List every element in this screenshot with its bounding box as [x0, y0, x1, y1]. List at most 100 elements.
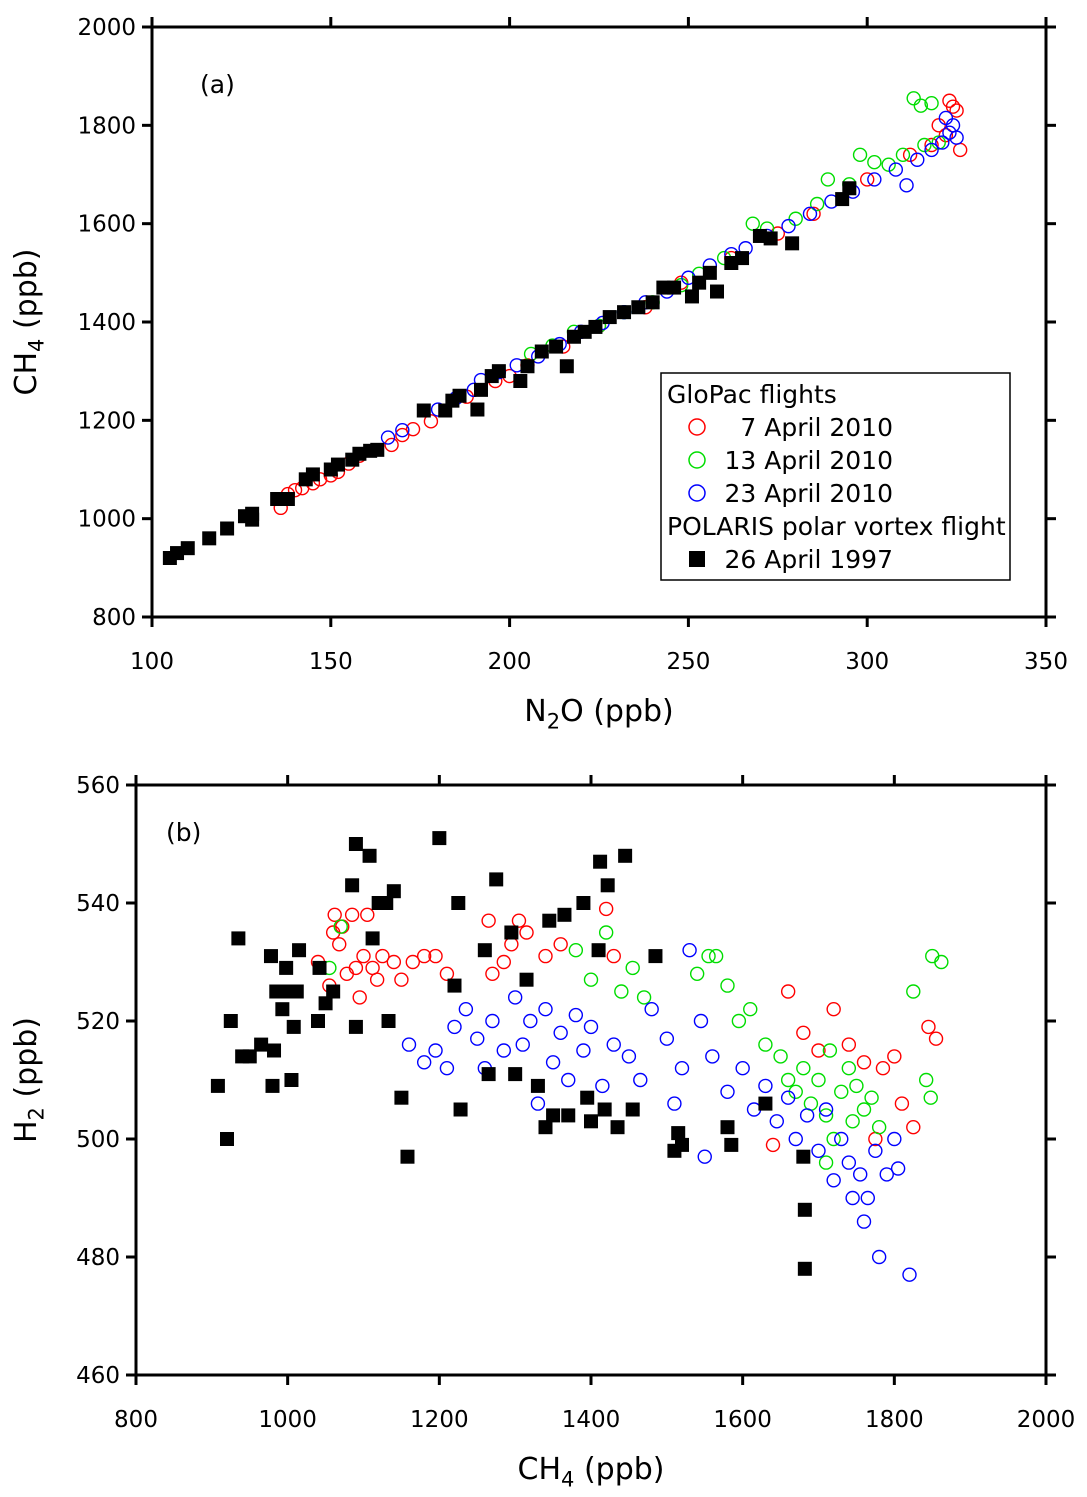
- data-point-circle: [327, 907, 342, 922]
- data-point-square: [348, 837, 363, 851]
- data-point-square: [508, 1067, 523, 1082]
- series-23-april-2010: [401, 943, 917, 1282]
- data-point-circle: [822, 1043, 838, 1058]
- data-point-circle: [938, 127, 954, 143]
- data-point-square: [667, 280, 682, 295]
- data-point-square: [561, 1108, 576, 1123]
- data-point-circle: [333, 919, 348, 934]
- data-point-circle: [496, 954, 511, 970]
- panel-label: (b): [166, 818, 201, 847]
- data-point-square: [220, 1132, 234, 1146]
- data-point-square: [671, 1126, 686, 1141]
- data-point-circle: [841, 1037, 857, 1052]
- x-tick-label: 800: [114, 1407, 158, 1433]
- legend: GloPac flights 7 April 2010 13 April 2010 2…: [660, 372, 1011, 581]
- data-point-circle: [924, 137, 939, 153]
- series-13-april-2010: [322, 919, 949, 1170]
- data-point-square: [292, 943, 307, 958]
- data-point-circle: [871, 1119, 887, 1135]
- data-point-square: [702, 265, 717, 280]
- data-point-square: [520, 359, 535, 374]
- data-point-circle: [945, 118, 961, 133]
- data-point-circle: [416, 1055, 432, 1070]
- data-point-circle: [894, 1096, 910, 1111]
- data-point-square: [289, 984, 304, 999]
- y-axis-label-main: H: [9, 1120, 44, 1143]
- y-axis-label: H2 (ppb): [9, 1017, 49, 1143]
- x-tick-label: 1800: [865, 1407, 924, 1433]
- data-point-square: [451, 896, 466, 910]
- data-point-square: [245, 506, 260, 521]
- data-point-circle: [906, 91, 921, 106]
- data-point-square: [318, 996, 333, 1011]
- data-point-square: [481, 1067, 496, 1082]
- data-point-circle: [458, 1002, 474, 1017]
- data-point-circle: [519, 925, 534, 940]
- y-axis-label-rest: (ppb): [9, 249, 44, 339]
- data-point-square: [797, 1261, 812, 1276]
- data-point-circle: [428, 1043, 443, 1058]
- data-point-square: [452, 388, 467, 403]
- data-point-circle: [545, 1055, 561, 1070]
- data-point-square: [447, 978, 462, 993]
- data-point-circle: [682, 943, 697, 958]
- data-point-circle: [921, 1019, 936, 1035]
- data-point-circle: [860, 172, 875, 187]
- data-point-square: [352, 446, 367, 461]
- y-axis-label-rest: (ppb): [9, 1017, 44, 1107]
- data-point-circle: [938, 110, 954, 126]
- data-point-square: [542, 913, 557, 928]
- data-point-circle: [820, 172, 836, 187]
- data-point-circle: [633, 1072, 648, 1088]
- data-point-square: [381, 1014, 396, 1028]
- data-point-circle: [720, 978, 735, 993]
- data-point-circle: [720, 1084, 735, 1100]
- data-point-circle: [928, 1031, 944, 1046]
- data-point-circle: [796, 1025, 811, 1041]
- data-point-square: [400, 1149, 415, 1164]
- data-point-circle: [405, 954, 420, 970]
- x-axis-label: N2O (ppb): [524, 694, 674, 734]
- data-point-circle: [879, 1167, 894, 1182]
- legend-marker-square: [689, 551, 705, 567]
- data-point-circle: [348, 960, 364, 976]
- data-point-circle: [481, 913, 496, 928]
- x-tick-label: 150: [309, 649, 353, 675]
- data-point-circle: [902, 1267, 917, 1282]
- data-point-square: [365, 931, 380, 946]
- data-point-circle: [917, 137, 932, 153]
- data-point-square: [254, 1037, 269, 1052]
- data-point-circle: [788, 1131, 803, 1147]
- data-point-circle: [745, 216, 760, 231]
- data-point-circle: [344, 907, 360, 922]
- data-point-square: [470, 402, 485, 417]
- y-tick-label: 460: [76, 1363, 120, 1389]
- data-point-circle: [923, 1090, 938, 1105]
- data-point-circle: [507, 990, 523, 1005]
- data-point-square: [557, 907, 572, 922]
- data-point-circle: [925, 948, 940, 964]
- data-point-circle: [806, 206, 821, 222]
- y-tick-label: 520: [76, 1009, 120, 1035]
- data-point-circle: [803, 1096, 819, 1111]
- data-point-circle: [693, 1013, 709, 1029]
- data-point-circle: [888, 162, 904, 177]
- data-point-circle: [511, 913, 527, 928]
- data-point-circle: [625, 960, 640, 976]
- data-point-circle: [705, 1049, 720, 1064]
- data-point-square: [477, 943, 492, 958]
- data-point-square: [602, 310, 617, 325]
- data-point-square: [305, 467, 320, 482]
- y-tick-label: 1800: [77, 113, 136, 139]
- data-point-circle: [375, 948, 390, 964]
- data-point-circle: [360, 907, 375, 922]
- y-tick-label: 1000: [77, 507, 136, 533]
- data-point-square: [269, 984, 284, 999]
- data-point-square: [489, 872, 504, 887]
- data-point-circle: [834, 1084, 849, 1100]
- data-point-square: [513, 374, 528, 388]
- data-point-square: [588, 319, 603, 334]
- data-point-circle: [826, 1173, 841, 1188]
- data-point-square: [577, 324, 592, 339]
- legend-entry: 26 April 1997: [725, 545, 893, 574]
